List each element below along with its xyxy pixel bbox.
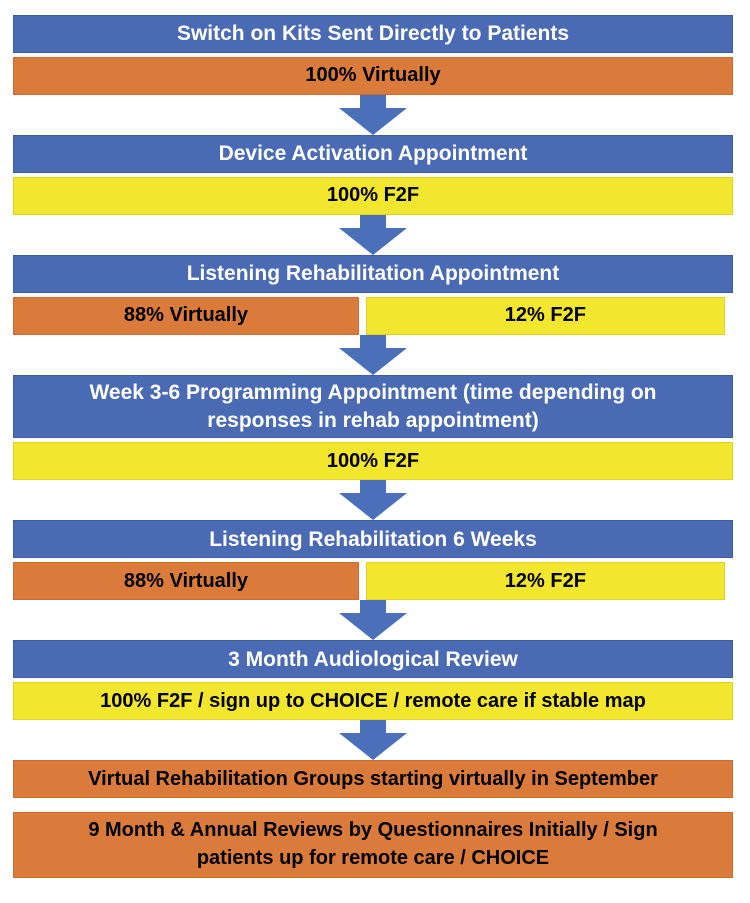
percentage-bar-row: 100% Virtually <box>13 57 733 95</box>
step-title-bar: Device Activation Appointment <box>13 135 733 173</box>
percentage-bar-label: 88% Virtually <box>123 569 249 592</box>
flow-step-6: 3 Month Audiological Review 100% F2F / si… <box>13 640 733 761</box>
percentage-bar-label: 12% F2F <box>504 304 586 327</box>
arrow-row <box>13 720 733 761</box>
flow-step-3: Listening Rehabilitation Appointment 88% … <box>13 255 733 375</box>
percentage-bar-row: 9 Month & Annual Reviews by Questionnair… <box>13 812 733 878</box>
percentage-bar-label: 100% F2F <box>326 449 420 472</box>
step-title-bar: Listening Rehabilitation 6 Weeks <box>13 520 733 559</box>
flow-step-5: Listening Rehabilitation 6 Weeks 88% Virt… <box>13 520 733 641</box>
percentage-bar-label: 88% Virtually <box>123 304 249 327</box>
flow-step-1: Switch on Kits Sent Directly to Patients… <box>13 15 733 135</box>
percentage-bar-label: 100% F2F <box>326 184 420 207</box>
percentage-bar-f2f: 12% F2F <box>365 562 725 601</box>
down-arrow-icon <box>339 600 407 641</box>
percentage-bar-label: 9 Month & Annual Reviews by Questionnair… <box>88 819 658 870</box>
flow-step-2: Device Activation Appointment 100% F2F <box>13 135 733 255</box>
down-arrow-icon <box>339 215 407 255</box>
arrow-row <box>13 215 733 255</box>
step-title-bar: Switch on Kits Sent Directly to Patients <box>13 15 733 53</box>
flow-step-4: Week 3-6 Programming Appointment (time d… <box>13 375 733 521</box>
step-title-bar: 3 Month Audiological Review <box>13 640 733 679</box>
percentage-bar-row: Virtual Rehabilitation Groups starting v… <box>13 760 733 799</box>
flow-step-8: 9 Month & Annual Reviews by Questionnair… <box>13 812 733 878</box>
percentage-bar-f2f: 100% F2F / sign up to CHOICE / remote ca… <box>13 682 733 721</box>
down-arrow-icon <box>339 95 407 135</box>
percentage-bar-virtual: 88% Virtually <box>13 562 359 601</box>
percentage-bar-virtual: 100% Virtually <box>13 57 733 95</box>
step-title: Week 3-6 Programming Appointment (time d… <box>89 381 657 432</box>
step-title-bar: Listening Rehabilitation Appointment <box>13 255 733 293</box>
percentage-bar-f2f: 100% F2F <box>13 177 733 215</box>
percentage-bar-virtual: 88% Virtually <box>13 297 359 335</box>
percentage-bar-row: 100% F2F <box>13 442 733 481</box>
flow-step-7: Virtual Rehabilitation Groups starting v… <box>13 760 733 812</box>
percentage-bar-row: 88% Virtually 12% F2F <box>13 297 733 335</box>
percentage-bar-label: Virtual Rehabilitation Groups starting v… <box>88 767 658 790</box>
arrow-row <box>13 95 733 135</box>
down-arrow-icon <box>339 480 407 521</box>
down-arrow-icon <box>339 335 407 375</box>
step-title-bar: Week 3-6 Programming Appointment (time d… <box>13 375 733 439</box>
percentage-bar-label: 12% F2F <box>504 569 586 592</box>
percentage-bar-label: 100% Virtually <box>305 64 441 87</box>
down-arrow-icon <box>339 720 407 761</box>
step-title: Listening Rehabilitation 6 Weeks <box>209 527 537 551</box>
percentage-bar-label: 100% F2F / sign up to CHOICE / remote ca… <box>100 689 646 712</box>
arrow-row <box>13 335 733 375</box>
percentage-bar-row: 100% F2F / sign up to CHOICE / remote ca… <box>13 682 733 721</box>
percentage-bar-row: 88% Virtually 12% F2F <box>13 562 733 601</box>
step-title: Listening Rehabilitation Appointment <box>186 262 560 286</box>
arrow-row <box>13 480 733 521</box>
percentage-bar-row: 100% F2F <box>13 177 733 215</box>
step-title: 3 Month Audiological Review <box>228 647 518 671</box>
percentage-bar-f2f: 100% F2F <box>13 442 733 481</box>
percentage-bar-f2f: 12% F2F <box>365 297 725 335</box>
section-gap <box>13 798 733 812</box>
step-title: Device Activation Appointment <box>218 142 528 166</box>
percentage-bar-virtual: Virtual Rehabilitation Groups starting v… <box>13 760 733 799</box>
arrow-row <box>13 600 733 641</box>
percentage-bar-virtual: 9 Month & Annual Reviews by Questionnair… <box>13 812 733 878</box>
step-title: Switch on Kits Sent Directly to Patients <box>176 22 570 46</box>
